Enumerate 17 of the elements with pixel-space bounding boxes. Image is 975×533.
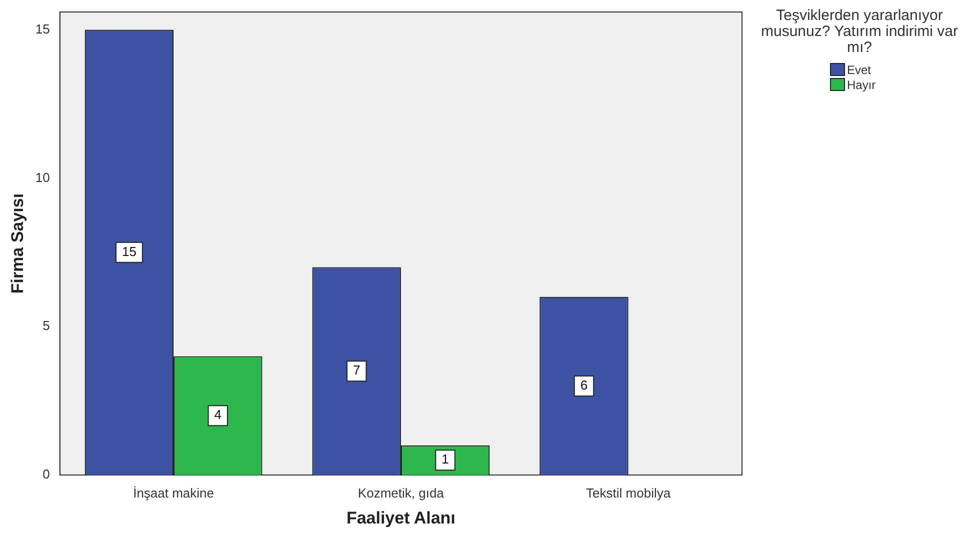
legend-label: Hayır (847, 78, 876, 92)
y-tick-label: 15 (35, 21, 50, 36)
y-tick-label: 0 (42, 466, 50, 482)
x-tick-label: Tekstil mobilya (586, 485, 672, 500)
data-label: 1 (442, 452, 449, 467)
x-tick-label: Kozmetik, gıda (358, 485, 445, 500)
data-label: 4 (214, 407, 222, 422)
data-label: 6 (580, 378, 588, 393)
legend-title: Teşviklerden yararlanıyor musunuz? Yatırım indirimi var mı? (760, 7, 959, 56)
x-tick-label: İnşaat makine (133, 485, 214, 500)
data-label: 15 (122, 244, 136, 259)
legend-label: Evet (847, 62, 872, 76)
y-tick-label: 5 (42, 318, 50, 334)
x-axis-title: Faaliyet Alanı (346, 508, 456, 528)
y-tick-label: 10 (35, 170, 50, 185)
y-axis-title: Firma Sayısı (8, 193, 27, 294)
data-label: 7 (352, 362, 360, 378)
